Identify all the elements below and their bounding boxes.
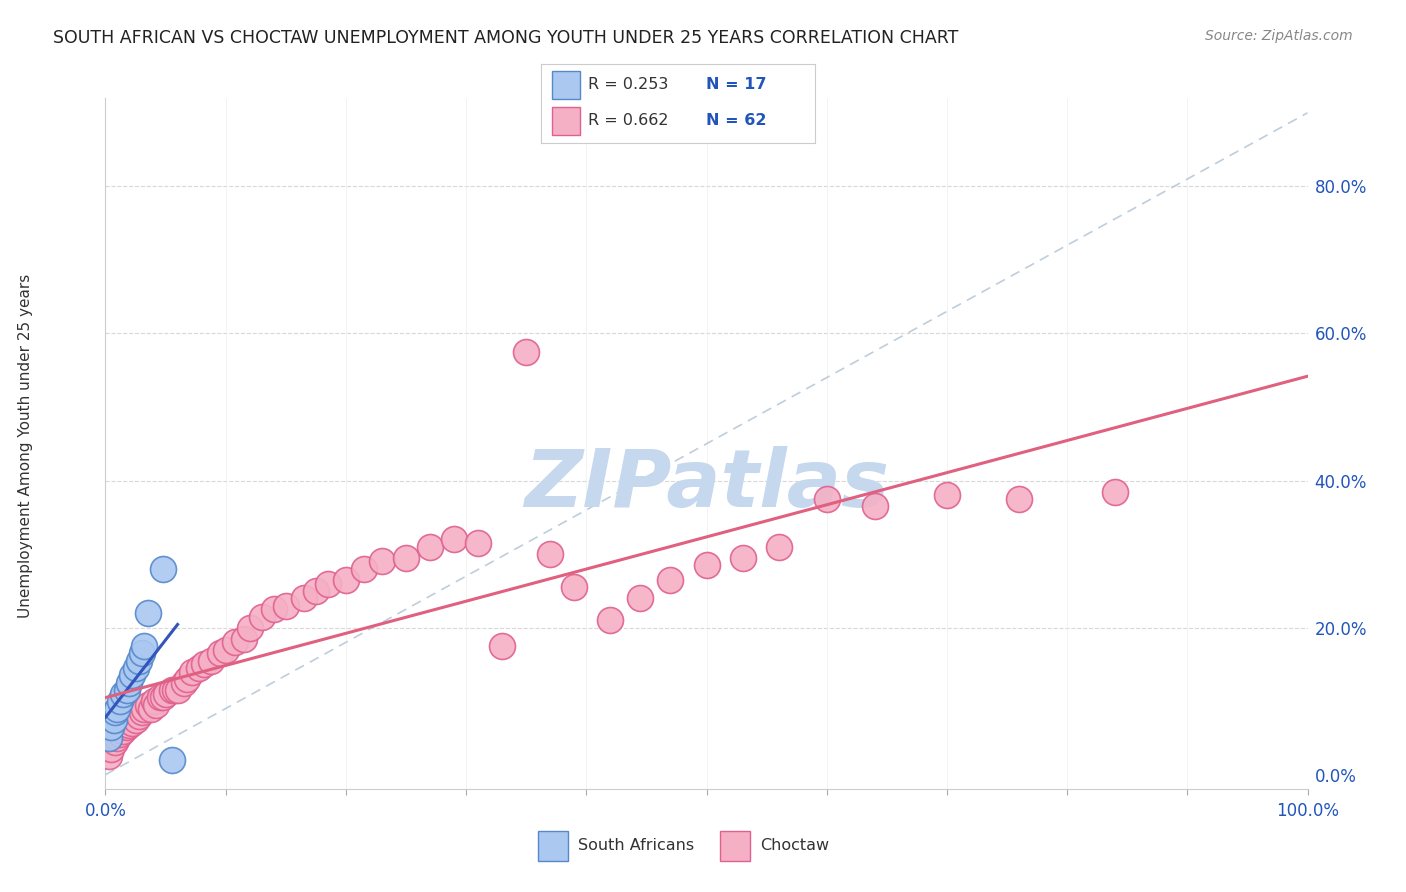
Point xyxy=(443,533,465,547)
Point xyxy=(103,713,125,727)
Point xyxy=(193,657,215,672)
Point xyxy=(155,687,177,701)
Point xyxy=(121,716,143,731)
Point xyxy=(100,720,122,734)
Point xyxy=(108,727,131,741)
Point xyxy=(166,683,188,698)
Point xyxy=(696,558,718,573)
Text: SOUTH AFRICAN VS CHOCTAW UNEMPLOYMENT AMONG YOUTH UNDER 25 YEARS CORRELATION CHA: SOUTH AFRICAN VS CHOCTAW UNEMPLOYMENT AM… xyxy=(53,29,959,46)
Point xyxy=(176,672,198,686)
Text: R = 0.253: R = 0.253 xyxy=(588,77,668,92)
Text: N = 17: N = 17 xyxy=(706,77,766,92)
Text: N = 62: N = 62 xyxy=(706,113,766,128)
Point xyxy=(224,635,246,649)
Point xyxy=(112,723,135,738)
Bar xyxy=(720,831,751,861)
Point xyxy=(599,613,621,627)
Point xyxy=(98,749,121,764)
Point xyxy=(108,694,131,708)
Text: Choctaw: Choctaw xyxy=(761,838,830,853)
Point xyxy=(353,562,375,576)
Point xyxy=(659,573,682,587)
Point xyxy=(188,661,211,675)
Point xyxy=(200,654,222,668)
Point xyxy=(562,580,585,594)
Point xyxy=(815,491,838,506)
Point xyxy=(160,683,183,698)
Point xyxy=(467,536,489,550)
Text: R = 0.662: R = 0.662 xyxy=(588,113,668,128)
Point xyxy=(538,547,561,561)
Point xyxy=(142,694,165,708)
Point xyxy=(936,488,959,502)
Point xyxy=(250,609,273,624)
Point xyxy=(274,599,297,613)
Point xyxy=(128,709,150,723)
Point xyxy=(124,661,146,675)
Text: Unemployment Among Youth under 25 years: Unemployment Among Youth under 25 years xyxy=(18,274,32,618)
Point xyxy=(115,683,138,698)
Point xyxy=(173,675,195,690)
Point xyxy=(181,665,204,679)
Point xyxy=(395,550,418,565)
Text: ZIPatlas: ZIPatlas xyxy=(524,446,889,524)
Point xyxy=(98,731,121,745)
Point xyxy=(768,540,790,554)
Point xyxy=(139,701,162,715)
Point xyxy=(124,713,146,727)
Point xyxy=(305,583,328,598)
Point xyxy=(165,683,187,698)
Bar xyxy=(537,831,568,861)
Point xyxy=(335,573,357,587)
Point xyxy=(128,654,150,668)
Point xyxy=(118,717,141,731)
Point xyxy=(121,668,143,682)
Point xyxy=(136,698,159,712)
Point xyxy=(371,554,394,568)
Point xyxy=(863,500,886,514)
Point xyxy=(132,639,155,653)
Point xyxy=(132,701,155,715)
Point xyxy=(152,562,174,576)
Point xyxy=(100,742,122,756)
Point xyxy=(160,753,183,767)
Point xyxy=(1008,491,1031,506)
Point xyxy=(515,344,537,359)
Point xyxy=(145,698,167,712)
Point xyxy=(491,639,513,653)
Point xyxy=(104,734,127,748)
Point xyxy=(107,701,129,715)
Point xyxy=(731,550,754,565)
Point xyxy=(208,646,231,660)
Point xyxy=(316,576,339,591)
Point xyxy=(112,687,135,701)
Point xyxy=(263,602,285,616)
Point xyxy=(136,606,159,620)
Point xyxy=(152,690,174,705)
Point xyxy=(131,705,153,719)
Point xyxy=(628,591,651,606)
Text: South Africans: South Africans xyxy=(578,838,695,853)
Point xyxy=(118,675,141,690)
Point xyxy=(148,690,170,705)
Point xyxy=(115,720,138,734)
Point xyxy=(292,591,315,606)
Point xyxy=(419,540,441,554)
Bar xyxy=(553,70,579,99)
Point xyxy=(239,621,262,635)
Point xyxy=(104,705,127,719)
Bar xyxy=(553,107,579,135)
Point xyxy=(107,731,129,745)
Point xyxy=(232,632,254,646)
Text: Source: ZipAtlas.com: Source: ZipAtlas.com xyxy=(1205,29,1353,43)
Point xyxy=(131,646,153,660)
Point xyxy=(214,642,236,657)
Point xyxy=(1104,484,1126,499)
